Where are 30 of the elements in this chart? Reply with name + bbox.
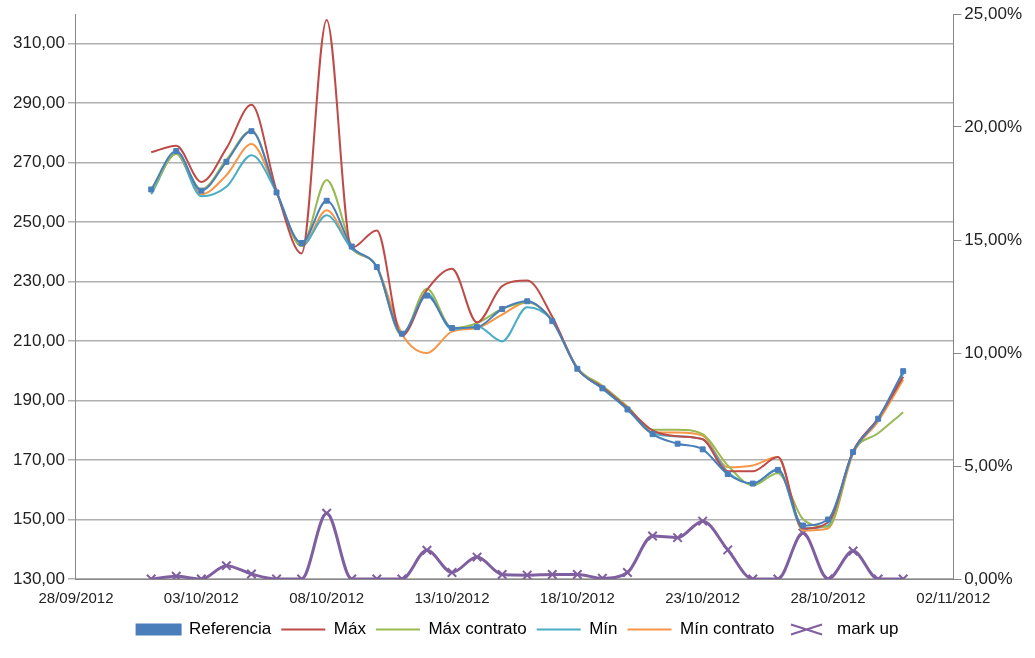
- y2-tick-label: 25,00%: [964, 3, 1023, 23]
- y-tick-label: 290,00: [13, 92, 65, 112]
- x-tick-label: 03/10/2012: [163, 589, 239, 607]
- legend-label: Máx: [333, 619, 367, 639]
- y2-tick-label: 0,00%: [964, 568, 1013, 588]
- legend-label: mark up: [837, 619, 899, 639]
- y-tick-label: 150,00: [13, 509, 65, 529]
- legend-label: Máx contrato: [428, 619, 527, 639]
- y-tick-label: 170,00: [13, 449, 65, 469]
- x-tick-label: 02/11/2012: [916, 589, 991, 607]
- x-tick-label: 23/10/2012: [665, 589, 741, 607]
- y-tick-label: 210,00: [13, 330, 65, 350]
- y-tick-label: 250,00: [13, 211, 65, 231]
- y2-tick-label: 15,00%: [964, 229, 1023, 249]
- y-tick-label: 310,00: [13, 33, 65, 53]
- legend-label: Mín: [589, 619, 618, 639]
- y2-tick-label: 20,00%: [964, 116, 1023, 136]
- x-tick-label: 28/10/2012: [790, 589, 866, 607]
- x-tick-label: 18/10/2012: [539, 589, 615, 607]
- y-tick-label: 130,00: [13, 568, 65, 588]
- y-tick-label: 190,00: [13, 390, 65, 410]
- y-tick-label: 230,00: [13, 271, 65, 291]
- y-tick-label: 270,00: [13, 152, 65, 172]
- legend-label: Mín contrato: [680, 619, 775, 639]
- y2-tick-label: 5,00%: [964, 455, 1013, 475]
- y2-tick-label: 10,00%: [964, 342, 1023, 362]
- legend-label: Referencia: [189, 619, 272, 639]
- x-tick-label: 08/10/2012: [289, 589, 365, 607]
- x-tick-label: 13/10/2012: [414, 589, 490, 607]
- x-tick-label: 28/09/2012: [38, 589, 114, 607]
